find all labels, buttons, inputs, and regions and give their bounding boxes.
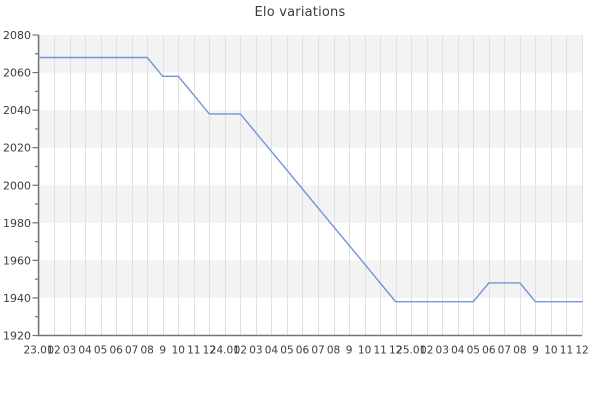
band-row (38, 110, 582, 148)
band-row (38, 185, 582, 223)
y-tick-label: 1940 (3, 292, 31, 305)
x-tick-label: 10 (172, 345, 185, 357)
x-tick-label: 06 (109, 345, 123, 357)
x-tick-label: 02 (234, 345, 247, 357)
x-tick-label: 03 (249, 345, 262, 357)
grid-vertical (39, 35, 583, 336)
x-tick-label: 08 (141, 345, 154, 357)
x-tick-label: 10 (544, 345, 557, 357)
x-tick-label: 06 (296, 345, 310, 357)
x-tick-label: 11 (187, 345, 200, 357)
x-tick-label: 9 (532, 345, 539, 357)
x-tick-label: 11 (560, 345, 573, 357)
x-tick-label: 04 (451, 345, 465, 357)
x-tick-label: 24.01 (210, 345, 240, 357)
y-tick-label: 1980 (3, 217, 31, 230)
x-tick-label: 9 (159, 345, 166, 357)
x-tick-label: 23.01 (23, 345, 53, 357)
y-tick-label: 2040 (3, 104, 31, 117)
x-tick-label: 03 (63, 345, 76, 357)
band-row (38, 260, 582, 298)
x-tick-label: 11 (373, 345, 386, 357)
y-tick-label: 1920 (3, 330, 31, 343)
x-tick-label: 07 (311, 345, 324, 357)
x-tick-label: 08 (327, 345, 340, 357)
x-tick-label: 06 (482, 345, 496, 357)
x-tick-label: 05 (467, 345, 480, 357)
x-tick-label: 05 (94, 345, 107, 357)
x-tick-label: 04 (265, 345, 279, 357)
x-tick-label: 07 (125, 345, 138, 357)
x-tick-label: 05 (280, 345, 293, 357)
chart-title: Elo variations (254, 5, 346, 20)
x-tick-label: 9 (346, 345, 353, 357)
x-tick-label: 03 (436, 345, 449, 357)
y-tick-label: 2060 (3, 67, 31, 80)
band-row (38, 35, 582, 73)
x-tick-label: 07 (498, 345, 511, 357)
x-tick-label: 25.01 (396, 345, 426, 357)
x-tick-label: 02 (47, 345, 60, 357)
x-tick-label: 12 (203, 345, 216, 357)
x-tick-label: 08 (513, 345, 526, 357)
elo-line-series (37, 56, 583, 303)
y-tick-label: 2080 (3, 29, 31, 42)
x-tick-label: 02 (420, 345, 433, 357)
y-axis-ticks (32, 34, 39, 337)
y-tick-label: 2000 (3, 179, 31, 192)
x-tick-label: 12 (389, 345, 402, 357)
x-tick-label: 04 (78, 345, 92, 357)
x-tick-label: 12 (575, 345, 588, 357)
y-axis-labels: 1920 1940 1960 1980 2000 2020 2040 2060 2080 (3, 29, 31, 343)
x-tick-label: 10 (358, 345, 371, 357)
y-tick-label: 2020 (3, 142, 31, 155)
y-tick-label: 1960 (3, 254, 31, 267)
plot-bands (38, 35, 582, 298)
